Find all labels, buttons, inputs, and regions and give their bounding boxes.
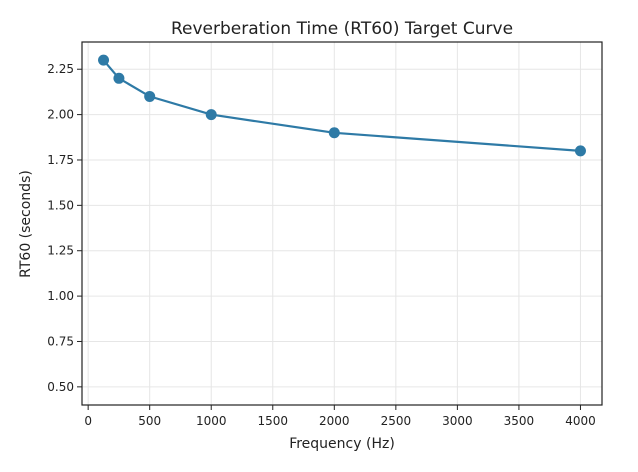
y-tick-label: 1.50 bbox=[47, 198, 74, 212]
data-point bbox=[113, 72, 125, 84]
data-point bbox=[98, 54, 110, 66]
x-tick-label: 3500 bbox=[504, 414, 535, 428]
y-tick-label: 0.50 bbox=[47, 380, 74, 394]
x-tick-label: 0 bbox=[84, 414, 92, 428]
y-tick-label: 0.75 bbox=[47, 334, 74, 348]
x-axis-ticks: 0 500 1000 1500 2000 2500 3000 3500 4000 bbox=[84, 405, 596, 428]
data-point bbox=[574, 145, 586, 157]
x-tick-label: 1000 bbox=[196, 414, 227, 428]
y-tick-label: 1.00 bbox=[47, 289, 74, 303]
grid bbox=[82, 42, 602, 405]
data-point bbox=[328, 127, 340, 139]
data-point bbox=[205, 109, 217, 121]
y-tick-label: 2.00 bbox=[47, 108, 74, 122]
x-axis-label: Frequency (Hz) bbox=[289, 436, 395, 452]
x-tick-label: 4000 bbox=[565, 414, 596, 428]
y-axis-ticks: 0.50 0.75 1.00 1.25 1.50 1.75 2.00 2.25 bbox=[47, 62, 82, 394]
y-tick-label: 1.75 bbox=[47, 153, 74, 167]
y-tick-label: 1.25 bbox=[47, 244, 74, 258]
x-tick-label: 2500 bbox=[381, 414, 412, 428]
x-tick-label: 1500 bbox=[257, 414, 288, 428]
data-points bbox=[98, 54, 586, 157]
y-tick-label: 2.25 bbox=[47, 62, 74, 76]
data-point bbox=[144, 90, 156, 102]
x-tick-label: 2000 bbox=[319, 414, 350, 428]
x-tick-label: 500 bbox=[138, 414, 161, 428]
chart-title: Reverberation Time (RT60) Target Curve bbox=[171, 19, 513, 39]
y-axis-label: RT60 (seconds) bbox=[18, 170, 34, 278]
x-tick-label: 3000 bbox=[442, 414, 473, 428]
plot-frame bbox=[81, 41, 603, 406]
